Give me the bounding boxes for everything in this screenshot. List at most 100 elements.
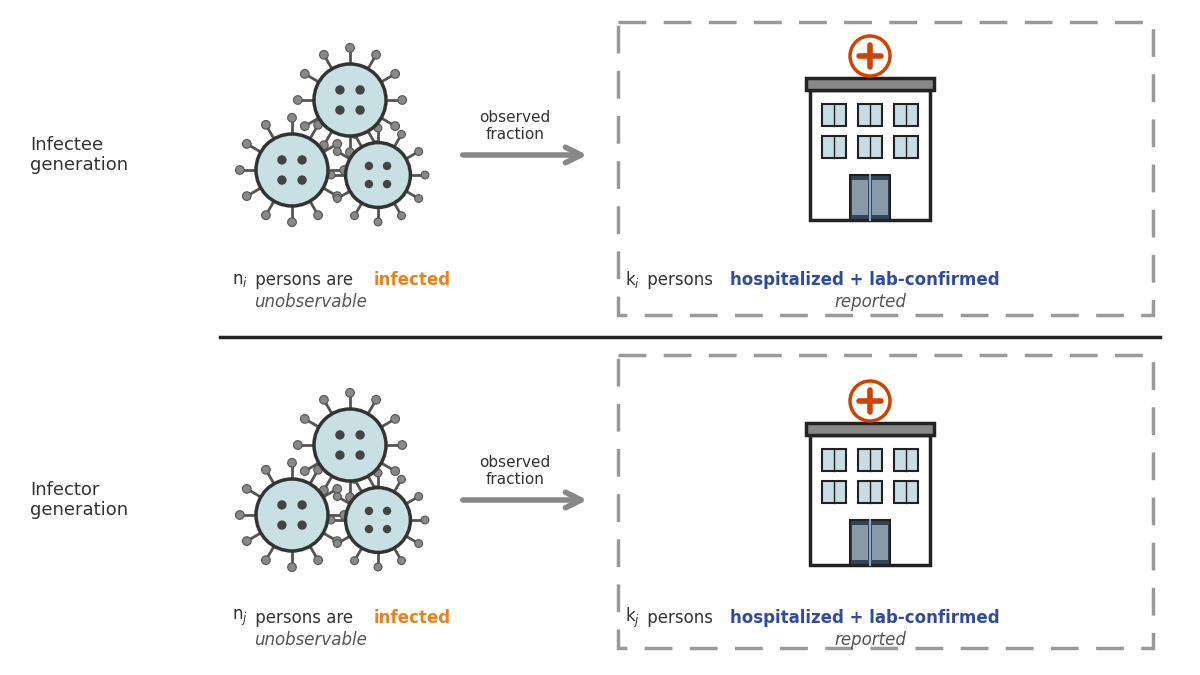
Bar [806,423,934,435]
Circle shape [355,85,365,94]
Circle shape [256,479,328,551]
Circle shape [346,148,354,157]
Circle shape [391,122,400,130]
Circle shape [850,381,890,421]
Bar [810,90,930,220]
Bar [858,449,882,471]
Circle shape [332,485,342,493]
Bar [858,136,882,158]
Circle shape [319,51,329,59]
Circle shape [294,441,302,450]
Circle shape [346,389,354,397]
Circle shape [313,120,323,129]
Circle shape [421,516,428,524]
Text: n$_i$: n$_i$ [232,271,248,289]
Circle shape [365,525,373,533]
Circle shape [350,475,359,483]
Circle shape [391,70,400,78]
Text: persons are: persons are [250,609,359,627]
Circle shape [332,192,342,200]
Circle shape [355,105,365,115]
Bar [858,481,882,503]
Bar [894,449,918,471]
Circle shape [340,511,348,519]
Circle shape [242,485,251,493]
Text: unobservable: unobservable [253,293,366,311]
Circle shape [328,171,335,179]
Circle shape [298,500,307,510]
Circle shape [256,134,328,206]
Circle shape [374,218,382,226]
Circle shape [365,162,373,170]
Bar [806,78,934,90]
Circle shape [314,64,386,136]
Circle shape [374,563,382,571]
Text: reported: reported [834,631,906,649]
Circle shape [319,396,329,404]
Bar [822,136,846,158]
Circle shape [346,487,410,552]
Circle shape [313,556,323,564]
Circle shape [415,148,422,155]
Bar [872,180,888,215]
Circle shape [421,171,428,179]
Circle shape [398,96,407,105]
Circle shape [355,450,365,460]
Text: observed
fraction: observed fraction [479,110,551,142]
Circle shape [397,212,406,219]
Circle shape [346,493,354,502]
Text: reported: reported [834,293,906,311]
Circle shape [277,176,287,185]
Bar [618,355,1153,648]
Circle shape [335,430,344,439]
Circle shape [415,493,422,500]
Circle shape [288,113,296,122]
Circle shape [300,414,310,423]
Circle shape [298,155,307,165]
Circle shape [319,141,329,150]
Text: infected: infected [374,609,451,627]
Circle shape [298,176,307,185]
Text: unobservable: unobservable [253,631,366,649]
Circle shape [372,486,380,495]
Circle shape [335,105,344,115]
Circle shape [334,493,341,500]
Circle shape [383,525,391,533]
Circle shape [355,430,365,439]
Circle shape [277,155,287,165]
Bar [872,525,888,560]
Circle shape [294,96,302,105]
Text: n$_j$: n$_j$ [232,608,248,628]
Circle shape [242,537,251,545]
Circle shape [350,557,359,564]
Circle shape [332,537,342,545]
Circle shape [372,141,380,150]
Circle shape [332,140,342,148]
Circle shape [262,211,270,219]
Circle shape [235,165,244,174]
Bar [852,180,868,215]
Circle shape [335,450,344,460]
Text: persons are: persons are [250,271,359,289]
Circle shape [346,142,410,207]
Circle shape [850,36,890,76]
Bar [850,175,890,220]
Circle shape [374,124,382,132]
Circle shape [374,469,382,477]
Circle shape [300,122,310,130]
Circle shape [334,194,341,202]
Circle shape [397,475,406,483]
Circle shape [242,140,251,148]
Circle shape [314,409,386,481]
Text: Infector
generation: Infector generation [30,481,128,519]
Text: observed
fraction: observed fraction [479,455,551,487]
Bar [858,104,882,126]
Circle shape [397,557,406,564]
Circle shape [277,500,287,510]
Text: k$_j$: k$_j$ [625,606,640,630]
Circle shape [300,467,310,475]
Circle shape [398,441,407,450]
Circle shape [313,211,323,219]
Text: hospitalized + lab-confirmed: hospitalized + lab-confirmed [730,609,1000,627]
Text: persons: persons [642,609,719,627]
